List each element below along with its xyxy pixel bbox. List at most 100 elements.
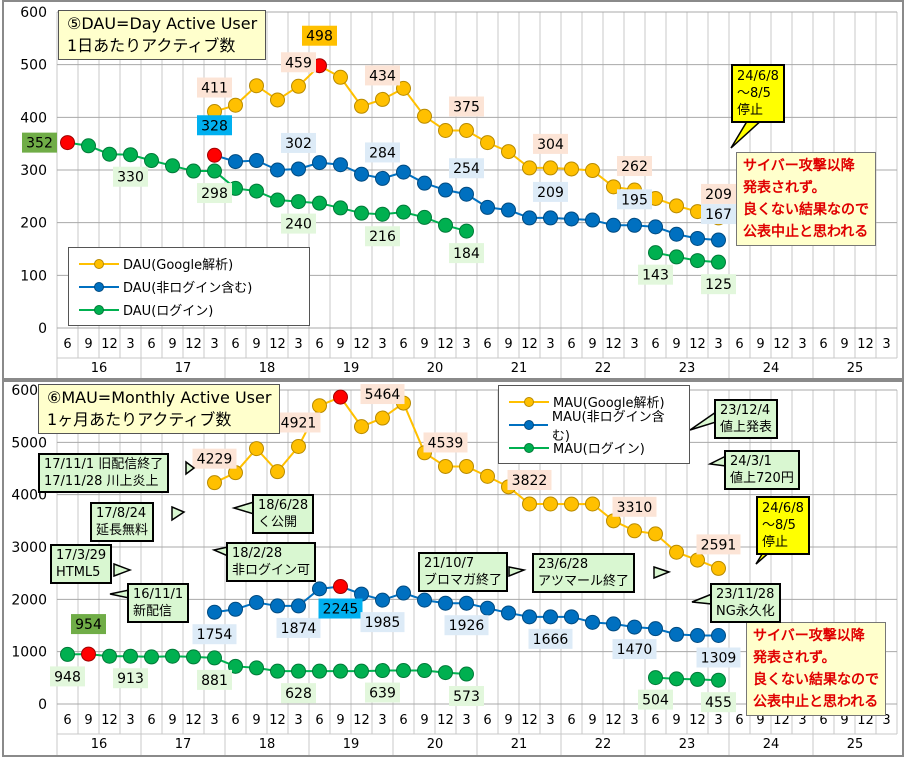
mau-data-label: 455 [705, 695, 732, 711]
dau-xtick-month: 6 [483, 337, 491, 352]
callout-17-8-pointer [171, 505, 186, 522]
dau-point [354, 98, 369, 114]
mau-ytick-label: 2000 [11, 592, 47, 608]
legend-marker-green-icon [509, 442, 549, 453]
legend-label: DAU(非ログイン含む) [123, 281, 253, 296]
stop-line: ～8/5 [762, 518, 796, 533]
dau-point [270, 192, 285, 208]
dau-point [270, 92, 285, 108]
callout-line: HTML5 [56, 565, 101, 580]
mau-point [438, 458, 453, 474]
dau-point [690, 253, 705, 269]
mau-point [186, 649, 201, 665]
mau-xtick-year: 25 [847, 737, 864, 752]
dau-point [480, 199, 495, 215]
mau-point [627, 523, 642, 539]
dau-chart-subtitle: 1日あたりアクティブ数 [67, 36, 236, 55]
mau-xtick-year: 21 [511, 737, 528, 752]
mau-data-label-bg [696, 534, 741, 555]
dau-data-label: 167 [705, 207, 732, 223]
mau-xtick-month: 6 [819, 713, 827, 728]
dau-data-label: 254 [453, 161, 480, 177]
dau-data-label-bg [197, 183, 232, 204]
dau-note: サイバー攻撃以降 発表されず。 良くない結果なので 公表中止と思われる [736, 152, 876, 246]
dau-point [669, 198, 684, 214]
dau-data-label-bg [281, 213, 316, 234]
mau-note: サイバー攻撃以降 発表されず。 良くない結果なので 公表中止と思われる [746, 622, 886, 716]
mau-xtick-year: 17 [175, 737, 192, 752]
dau-xtick-month: 12 [521, 337, 538, 352]
callout-17-11-pointer [185, 460, 196, 476]
dau-xtick-month: 6 [147, 337, 155, 352]
dau-data-label-bg [617, 156, 652, 177]
legend-item-login: DAU(ログイン) [79, 298, 299, 321]
mau-xtick-month: 6 [399, 713, 407, 728]
mau-xtick-month: 9 [588, 713, 596, 728]
mau-xtick-month: 3 [882, 713, 890, 728]
dau-point [249, 78, 264, 94]
legend-marker-blue-icon [79, 281, 119, 292]
mau-point [249, 594, 264, 610]
legend-item-google: MAU(Google解析) [509, 390, 679, 413]
callout-line: 値上720円 [730, 471, 794, 486]
legend-item-google: DAU(Google解析) [79, 252, 299, 275]
mau-data-label: 1926 [449, 618, 485, 634]
dau-point [585, 212, 600, 228]
mau-chart-panel: 0 1000 2000 3000 4000 5000 6000 6 9 12 3 6 9 12 3 6 9 12 3… [2, 380, 904, 757]
mau-point [249, 441, 264, 457]
callout-line: 24/3/1 [730, 454, 772, 469]
mau-point [627, 619, 642, 635]
mau-data-label-bg [281, 683, 316, 704]
mau-data-label-bg [612, 496, 657, 517]
dau-data-label: 328 [201, 118, 228, 134]
mau-data-label-bg [192, 624, 237, 645]
dau-stop-callout: 24/6/8 ～8/5 停止 [731, 64, 785, 123]
mau-data-label-bg [318, 598, 363, 619]
mau-stop-callout: 24/6/8 ～8/5 停止 [756, 496, 810, 555]
dau-xtick-month: 3 [210, 337, 218, 352]
dau-xtick-month: 3 [126, 337, 134, 352]
mau-point [711, 627, 726, 643]
dau-xtick-year: 19 [343, 361, 360, 376]
mau-ytick-label: 0 [38, 697, 47, 713]
mau-point [81, 646, 96, 662]
mau-point [543, 496, 558, 512]
legend-marker-blue-icon [509, 419, 548, 430]
dau-data-label: 375 [453, 100, 480, 116]
callout-18-6-pointer [231, 500, 255, 516]
dau-chart-panel: 0 100 200 300 400 500 600 6 9 12 3 6 9 12 3 6 9 12 3 6 9 12 3 6… [2, 0, 904, 380]
dau-point [543, 210, 558, 226]
dau-xtick-month: 3 [546, 337, 554, 352]
dau-point [102, 146, 117, 162]
mau-xtick-month: 12 [689, 713, 706, 728]
dau-xtick-month: 6 [567, 337, 575, 352]
mau-legend: MAU(Google解析) MAU(非ログイン含む) MAU(ログイン) [498, 385, 690, 464]
dau-point [669, 249, 684, 265]
mau-point [606, 616, 621, 632]
mau-xtick-month: 6 [651, 713, 659, 728]
dau-xtick-month: 12 [605, 337, 622, 352]
mau-xtick-month: 3 [126, 713, 134, 728]
dau-ytick-label: 100 [20, 268, 47, 284]
mau-data-label: 948 [54, 669, 81, 685]
dau-data-label-bg [365, 142, 400, 163]
mau-ytick-label: 1000 [11, 645, 47, 661]
dau-data-label: 434 [369, 68, 396, 84]
dau-point [291, 161, 306, 177]
mau-data-label: 2245 [323, 602, 359, 618]
mau-point [165, 648, 180, 664]
mau-point [690, 671, 705, 687]
dau-xtick-month: 6 [231, 337, 239, 352]
mau-point [123, 648, 138, 664]
dau-xtick-month: 6 [735, 337, 743, 352]
mau-point [333, 579, 348, 595]
callout-21-10: 21/10/7 ブロマガ終了 [418, 552, 509, 592]
dau-point [375, 170, 390, 186]
mau-data-label-bg [423, 432, 468, 453]
dau-point [627, 217, 642, 233]
dau-data-label-bg [281, 52, 316, 73]
dau-point [228, 154, 243, 170]
mau-xtick-month: 3 [546, 713, 554, 728]
callout-23-12: 23/12/4 値上発表 [714, 399, 779, 439]
mau-point [648, 621, 663, 637]
